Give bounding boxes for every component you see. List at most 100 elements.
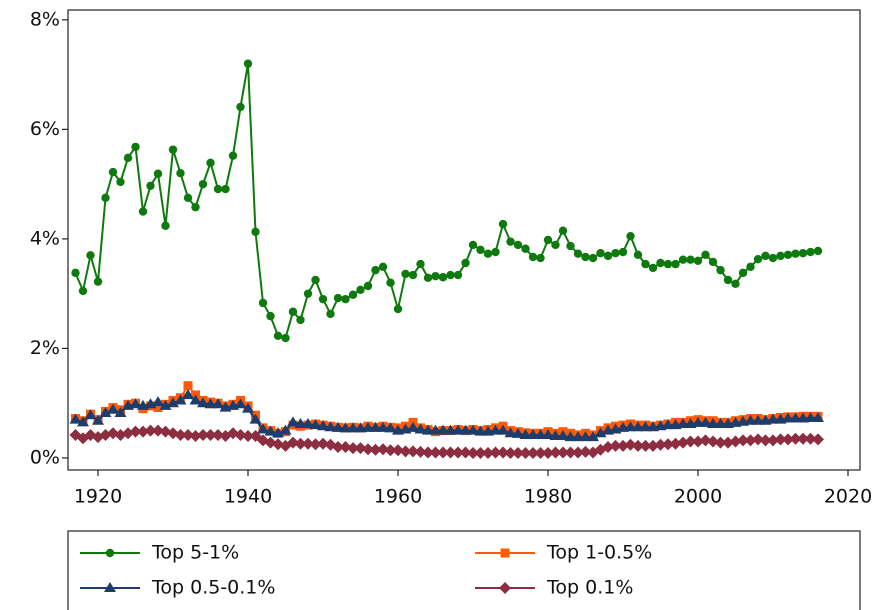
data-point xyxy=(767,434,779,447)
y-tick-label: 2% xyxy=(30,337,60,359)
data-point xyxy=(371,265,380,275)
data-point xyxy=(461,258,470,268)
data-point xyxy=(236,102,245,112)
data-point xyxy=(116,177,125,187)
legend-label: Top 1-0.5% xyxy=(546,542,652,564)
data-point xyxy=(272,427,284,438)
data-point xyxy=(468,240,478,250)
legend-label: Top 0.1% xyxy=(546,577,633,599)
data-point xyxy=(512,447,524,460)
data-point xyxy=(288,307,298,316)
data-point xyxy=(183,193,193,203)
legend-label: Top 0.5-0.1% xyxy=(151,577,275,599)
data-point xyxy=(738,268,748,278)
data-point xyxy=(84,409,97,420)
data-point xyxy=(213,184,223,194)
data-point xyxy=(611,248,620,258)
data-point xyxy=(92,414,104,425)
data-point xyxy=(431,271,440,281)
data-point xyxy=(71,268,80,278)
x-tick-label: 2000 xyxy=(674,486,722,508)
data-point xyxy=(678,255,688,264)
legend-marker xyxy=(104,582,116,592)
data-point xyxy=(504,427,517,438)
data-point xyxy=(459,446,472,459)
legend-box xyxy=(67,530,861,610)
data-point xyxy=(663,259,673,269)
data-point xyxy=(347,442,359,455)
data-point xyxy=(362,443,374,456)
legend-marker xyxy=(500,548,510,558)
data-point xyxy=(107,403,119,414)
data-point xyxy=(558,226,568,235)
data-point xyxy=(467,424,479,435)
data-point xyxy=(386,278,395,287)
data-point xyxy=(693,256,703,266)
x-tick-label: 2020 xyxy=(824,486,872,508)
data-point xyxy=(572,446,584,459)
data-point xyxy=(699,434,712,447)
data-point xyxy=(384,422,397,433)
data-point xyxy=(78,286,88,296)
data-point xyxy=(656,258,665,268)
data-point xyxy=(483,249,493,258)
data-point xyxy=(521,244,530,253)
data-point xyxy=(189,430,202,443)
legend-marker xyxy=(105,548,115,558)
data-point xyxy=(182,428,194,441)
data-point xyxy=(549,446,562,459)
data-point xyxy=(399,445,412,458)
data-point xyxy=(257,423,269,434)
data-point xyxy=(551,240,560,250)
data-point xyxy=(249,413,262,424)
data-point xyxy=(264,425,277,436)
data-point xyxy=(401,269,410,279)
y-tick-label: 6% xyxy=(30,118,60,140)
data-point xyxy=(497,446,509,459)
data-point xyxy=(153,169,163,178)
data-point xyxy=(422,446,434,459)
data-point xyxy=(204,428,217,441)
x-tick-label: 1940 xyxy=(224,486,272,508)
data-point xyxy=(482,447,494,460)
data-point xyxy=(161,221,170,230)
y-tick-label: 0% xyxy=(30,446,60,468)
data-point xyxy=(438,273,448,282)
data-point xyxy=(513,240,523,250)
data-point xyxy=(671,259,680,269)
data-point xyxy=(798,248,808,258)
data-point xyxy=(99,407,112,418)
data-point xyxy=(437,446,449,459)
data-point xyxy=(114,407,127,418)
data-point xyxy=(684,435,697,448)
data-point xyxy=(701,250,710,259)
data-point xyxy=(527,447,539,460)
data-point xyxy=(234,398,247,409)
x-tick-label: 1960 xyxy=(374,486,422,508)
data-point xyxy=(581,252,590,262)
data-point xyxy=(654,438,667,451)
data-point xyxy=(476,245,485,255)
data-point xyxy=(587,431,599,442)
data-point xyxy=(534,447,547,460)
data-point xyxy=(407,421,419,432)
data-point xyxy=(326,309,335,319)
data-point xyxy=(251,227,260,236)
data-point xyxy=(197,428,209,441)
data-point xyxy=(543,235,553,245)
data-point xyxy=(453,270,463,280)
data-point xyxy=(183,381,193,391)
x-tick-label: 1920 xyxy=(74,486,122,508)
data-point xyxy=(189,394,202,405)
data-point xyxy=(797,432,809,445)
data-point xyxy=(596,248,605,258)
data-point xyxy=(602,441,614,453)
data-point xyxy=(429,446,442,459)
data-point xyxy=(791,249,800,258)
data-point xyxy=(504,447,517,460)
data-point xyxy=(677,436,689,449)
data-point xyxy=(686,255,695,264)
data-point xyxy=(243,59,253,68)
data-point xyxy=(333,293,343,303)
